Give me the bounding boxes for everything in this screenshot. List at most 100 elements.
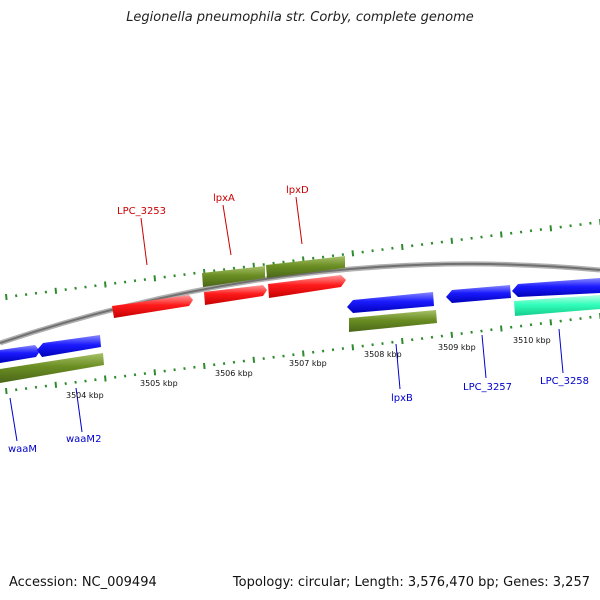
forward-tick	[529, 229, 533, 233]
gene-waam-group[interactable]	[0, 353, 104, 383]
reverse-tick	[262, 357, 265, 361]
reverse-tick	[183, 367, 186, 371]
reverse-tick	[549, 319, 553, 326]
reverse-tick	[193, 365, 196, 369]
reverse-tick	[14, 388, 18, 392]
reverse-tick	[272, 355, 275, 359]
forward-tick-ring	[5, 219, 600, 301]
forward-tick	[54, 287, 58, 294]
reverse-tick	[163, 369, 166, 373]
forward-tick	[143, 278, 147, 282]
forward-tick	[440, 240, 444, 244]
cds-lpxd[interactable]	[268, 275, 346, 298]
reverse-tick	[242, 359, 246, 363]
scale-label-3508: 3508 kbp	[364, 350, 402, 359]
reverse-tick	[539, 322, 543, 326]
label-lpc-3257: LPC_3257	[463, 382, 512, 393]
reverse-tick	[44, 384, 48, 388]
gene-lpxa[interactable]	[202, 266, 265, 287]
forward-tick	[262, 263, 265, 267]
reverse-tick	[569, 318, 572, 322]
reverse-tick	[450, 331, 454, 338]
reverse-tick	[480, 329, 483, 333]
genome-backbone-core	[0, 262, 600, 344]
cds-lpxa[interactable]	[204, 285, 267, 305]
scale-label-3509: 3509 kbp	[438, 343, 476, 352]
forward-tick	[153, 275, 157, 282]
forward-tick	[519, 230, 523, 234]
label-lpc-3253: LPC_3253	[117, 206, 166, 217]
forward-tick	[94, 284, 97, 288]
forward-tick	[24, 293, 28, 297]
cds-waam[interactable]	[0, 345, 40, 363]
forward-tick	[460, 238, 463, 242]
reverse-tick	[282, 354, 285, 358]
label-lpxd: lpxD	[286, 185, 309, 196]
label-lpxb: lpxB	[391, 393, 413, 404]
reverse-tick	[331, 348, 335, 352]
reverse-tick	[321, 349, 325, 353]
forward-tick	[113, 281, 117, 285]
reverse-tick	[143, 372, 147, 376]
reverse-tick	[212, 363, 216, 367]
forward-tick	[292, 259, 295, 263]
reverse-tick	[203, 362, 206, 370]
scale-label-3507: 3507 kbp	[289, 359, 327, 368]
forward-tick	[351, 250, 355, 257]
reverse-tick	[361, 344, 364, 348]
forward-tick	[321, 255, 325, 259]
forward-tick	[470, 236, 473, 240]
topology-summary: Topology: circular; Length: 3,576,470 bp…	[232, 575, 590, 590]
reverse-tick	[113, 375, 117, 379]
forward-tick	[34, 291, 38, 295]
gene-lpxd[interactable]	[266, 256, 345, 278]
forward-tick	[371, 249, 374, 253]
forward-tick	[500, 231, 503, 238]
forward-tick	[569, 224, 572, 228]
forward-tick	[104, 281, 107, 288]
label-lpc-3258: LPC_3258	[540, 376, 589, 387]
forward-tick	[163, 275, 166, 279]
reverse-tick	[401, 337, 404, 345]
gene-lpxb[interactable]	[349, 310, 437, 332]
rna-lpc-3258[interactable]	[514, 295, 600, 316]
reverse-tick	[54, 381, 58, 388]
forward-tick	[222, 268, 226, 272]
reverse-tick	[559, 319, 562, 323]
cds-lpxb[interactable]	[347, 292, 434, 313]
forward-tick	[430, 241, 434, 245]
reverse-tick	[579, 317, 582, 321]
reverse-tick	[311, 350, 315, 354]
forward-tick	[44, 290, 48, 294]
forward-tick	[539, 228, 543, 232]
forward-tick	[272, 261, 275, 265]
forward-tick	[401, 243, 404, 251]
reverse-tick	[430, 335, 434, 339]
forward-tick	[133, 279, 137, 283]
reverse-tick	[232, 360, 236, 364]
forward-tick	[549, 225, 553, 232]
forward-tick	[14, 294, 18, 298]
forward-tick	[361, 250, 364, 254]
reverse-tick	[410, 338, 414, 342]
accession-label: Accession: NC_009494	[9, 575, 157, 590]
cds-lpc-3253[interactable]	[112, 295, 193, 318]
cds-lpc-3258[interactable]	[512, 278, 600, 297]
reverse-tick	[74, 380, 77, 384]
scale-label-3504: 3504 kbp	[66, 391, 104, 400]
scale-label-3510: 3510 kbp	[513, 336, 551, 345]
reverse-tick	[5, 387, 8, 395]
cds-lpc-3257[interactable]	[446, 285, 511, 303]
forward-tick	[341, 253, 345, 257]
reverse-tick	[460, 332, 463, 336]
reverse-tick	[252, 356, 256, 363]
label-lpxa: lpxA	[213, 193, 235, 204]
reverse-tick	[371, 343, 374, 347]
reverse-tick	[391, 340, 394, 344]
forward-tick	[123, 280, 127, 284]
reverse-tick	[24, 387, 28, 391]
cds-waam2[interactable]	[37, 335, 101, 357]
forward-tick	[84, 285, 87, 289]
reverse-tick	[292, 353, 295, 357]
